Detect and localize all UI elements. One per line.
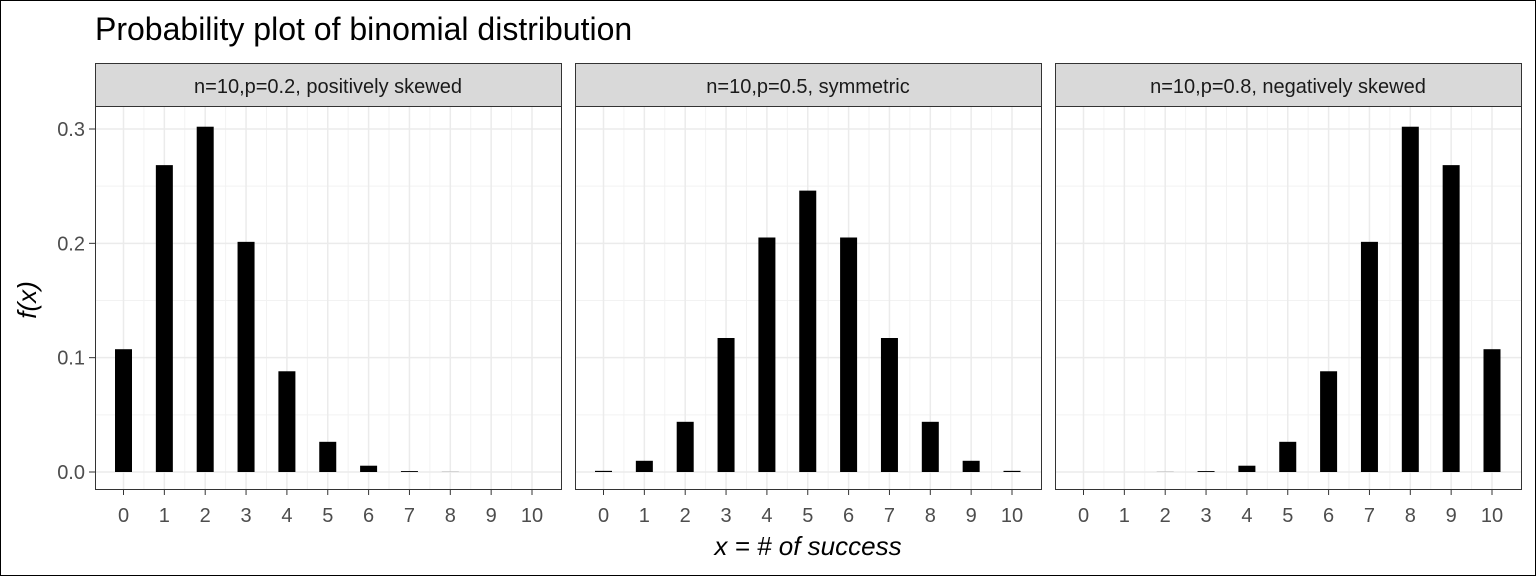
x-tick-label: 7 [884,505,895,527]
y-axis: 0.0 0.1 0.2 0.3 [57,119,95,484]
bar-x6 [1320,371,1338,472]
panel-border [575,106,1042,490]
x-axis-title: x = # of success [712,531,901,561]
panel-border [95,106,562,490]
x-tick-label: 0 [118,505,129,527]
x-tick-label: 10 [521,505,543,527]
x-tick-label: 10 [1481,505,1503,527]
x-tick-label: 6 [1323,505,1334,527]
facet-panels: n=10,p=0.2, positively skewed 0 1 2 3 4 5 6 7 8 9 1… [95,63,1522,527]
x-tick-label: 0 [598,505,609,527]
x-tick-label: 1 [1119,505,1130,527]
bar-x6 [360,465,378,472]
x-tick-label: 5 [802,505,813,527]
x-tick-label: 8 [445,505,456,527]
x-tick-label: 4 [761,505,772,527]
bar-x9 [1442,165,1460,472]
bar-x4 [758,237,776,472]
facet-strip-label: n=10,p=0.8, negatively skewed [1150,76,1426,98]
y-tick-label: 0.1 [57,348,85,370]
facet-strip-label: n=10,p=0.2, positively skewed [194,76,462,98]
bar-x4 [278,371,296,472]
bar-x0 [595,470,612,472]
bar-x5 [319,441,337,472]
x-tick-label: 9 [486,505,497,527]
bar-x0 [115,349,132,472]
x-tick-label: 1 [159,505,170,527]
x-tick-label: 6 [363,505,374,527]
bar-x2 [676,421,694,472]
chart-title: Probability plot of binomial distributio… [95,11,632,47]
bar-x1 [635,460,653,472]
bar-x10 [1003,470,1021,472]
y-tick-label: 0.0 [57,462,85,484]
x-tick-label: 9 [966,505,977,527]
y-axis-title: f(x) [12,281,42,319]
y-tick-label: 0.2 [57,233,85,255]
x-tick-label: 8 [1405,505,1416,527]
bar-x10 [1483,349,1501,472]
x-tick-label: 2 [200,505,211,527]
facet-panel-1: n=10,p=0.2, positively skewed 0 1 2 3 4 5 6 7 8 9 1… [95,63,562,527]
x-tick-label: 4 [281,505,292,527]
bar-x7 [400,471,418,472]
bar-x8 [1401,126,1419,473]
bar-x1 [155,165,173,472]
x-tick-label: 9 [1446,505,1457,527]
x-tick-label: 6 [843,505,854,527]
x-tick-label: 2 [680,505,691,527]
bar-x5 [799,190,817,472]
bar-x3 [237,241,255,472]
x-tick-label: 3 [240,505,251,527]
bar-x5 [1279,441,1297,472]
x-tick-label: 4 [1241,505,1252,527]
x-tick-label: 3 [1200,505,1211,527]
facet-strip [95,63,562,107]
bar-x6 [840,237,858,472]
bar-x3 [1197,471,1215,472]
bar-x7 [1360,241,1378,472]
bar-x4 [1238,465,1256,472]
x-tick-label: 3 [720,505,731,527]
bar-x2 [196,126,214,473]
x-tick-label: 5 [322,505,333,527]
bar-x7 [880,338,898,472]
bar-x9 [962,460,980,472]
bar-x3 [717,338,735,472]
x-tick-label: 7 [1364,505,1375,527]
y-tick-label: 0.3 [57,119,85,141]
x-tick-label: 1 [639,505,650,527]
x-tick-label: 10 [1001,505,1023,527]
x-tick-label: 0 [1078,505,1089,527]
x-tick-label: 5 [1282,505,1293,527]
x-tick-label: 2 [1160,505,1171,527]
panel-border [1055,106,1522,490]
bar-x8 [921,421,939,472]
facet-strip [1055,63,1522,107]
x-tick-label: 7 [404,505,415,527]
facet-strip-label: n=10,p=0.5, symmetric [706,76,909,98]
facet-strip [575,63,1042,107]
facet-panel-3: n=10,p=0.8, negatively skewed 0 1 2 3 4 5 6 7 8 9 1… [1055,63,1522,527]
x-tick-label: 8 [925,505,936,527]
facet-panel-2: n=10,p=0.5, symmetric 0 1 2 3 4 5 6 7 8 9 10 [575,63,1042,527]
